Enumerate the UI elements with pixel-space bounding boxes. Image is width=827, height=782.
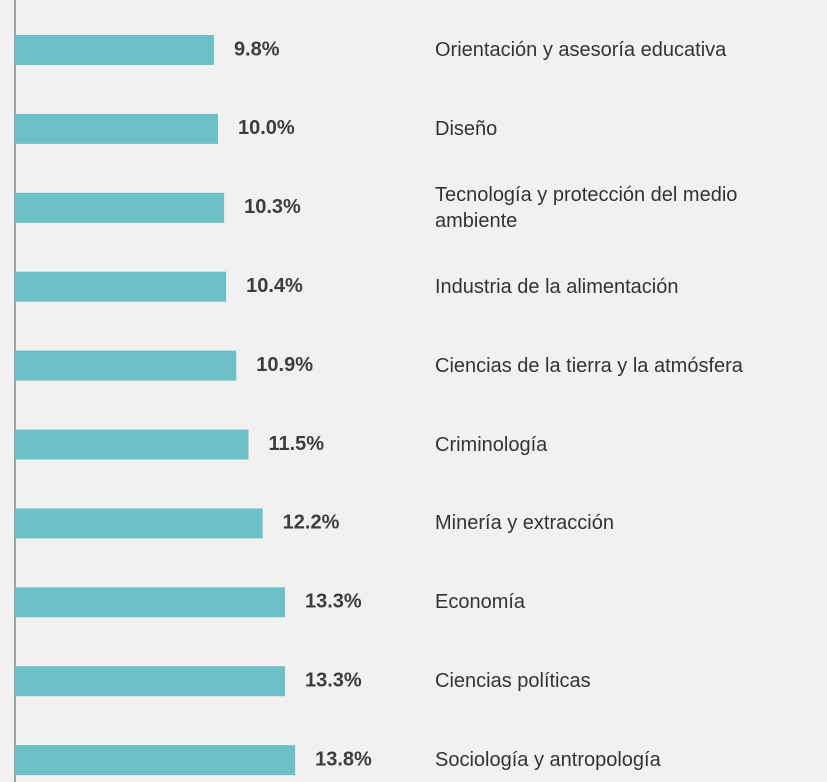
value-label: 10.3% bbox=[244, 196, 301, 218]
value-label: 10.9% bbox=[256, 354, 313, 376]
bar bbox=[15, 113, 218, 144]
value-label: 13.3% bbox=[305, 669, 362, 691]
value-label: 10.0% bbox=[238, 117, 295, 139]
bar bbox=[15, 429, 249, 460]
bar bbox=[15, 350, 237, 381]
category-label: Tecnología y protección del medio ambien… bbox=[435, 183, 738, 232]
bar bbox=[15, 508, 263, 539]
bar bbox=[15, 587, 285, 618]
bar bbox=[15, 745, 296, 776]
value-label: 10.4% bbox=[246, 275, 303, 297]
value-label: 11.5% bbox=[268, 433, 324, 455]
category-label: Industria de la alimentación bbox=[435, 275, 679, 298]
category-label: Criminología bbox=[435, 433, 548, 456]
bar bbox=[15, 666, 285, 697]
value-label: 9.8% bbox=[234, 38, 280, 60]
category-label: Ciencias de la tierra y la atmósfera bbox=[435, 354, 743, 377]
bar bbox=[15, 271, 227, 302]
bar bbox=[15, 35, 214, 65]
bar bbox=[15, 192, 225, 223]
category-label: Orientación y asesoría educativa bbox=[435, 39, 727, 61]
category-label: Diseño bbox=[435, 117, 498, 140]
category-label: Ciencias políticas bbox=[435, 670, 591, 693]
value-label: 13.3% bbox=[305, 591, 362, 613]
category-label: Economía bbox=[435, 591, 526, 614]
category-label: Minería y extracción bbox=[435, 512, 614, 535]
value-label: 12.2% bbox=[283, 512, 340, 534]
value-label: 13.8% bbox=[315, 748, 372, 770]
category-label: Sociología y antropología bbox=[435, 749, 661, 772]
